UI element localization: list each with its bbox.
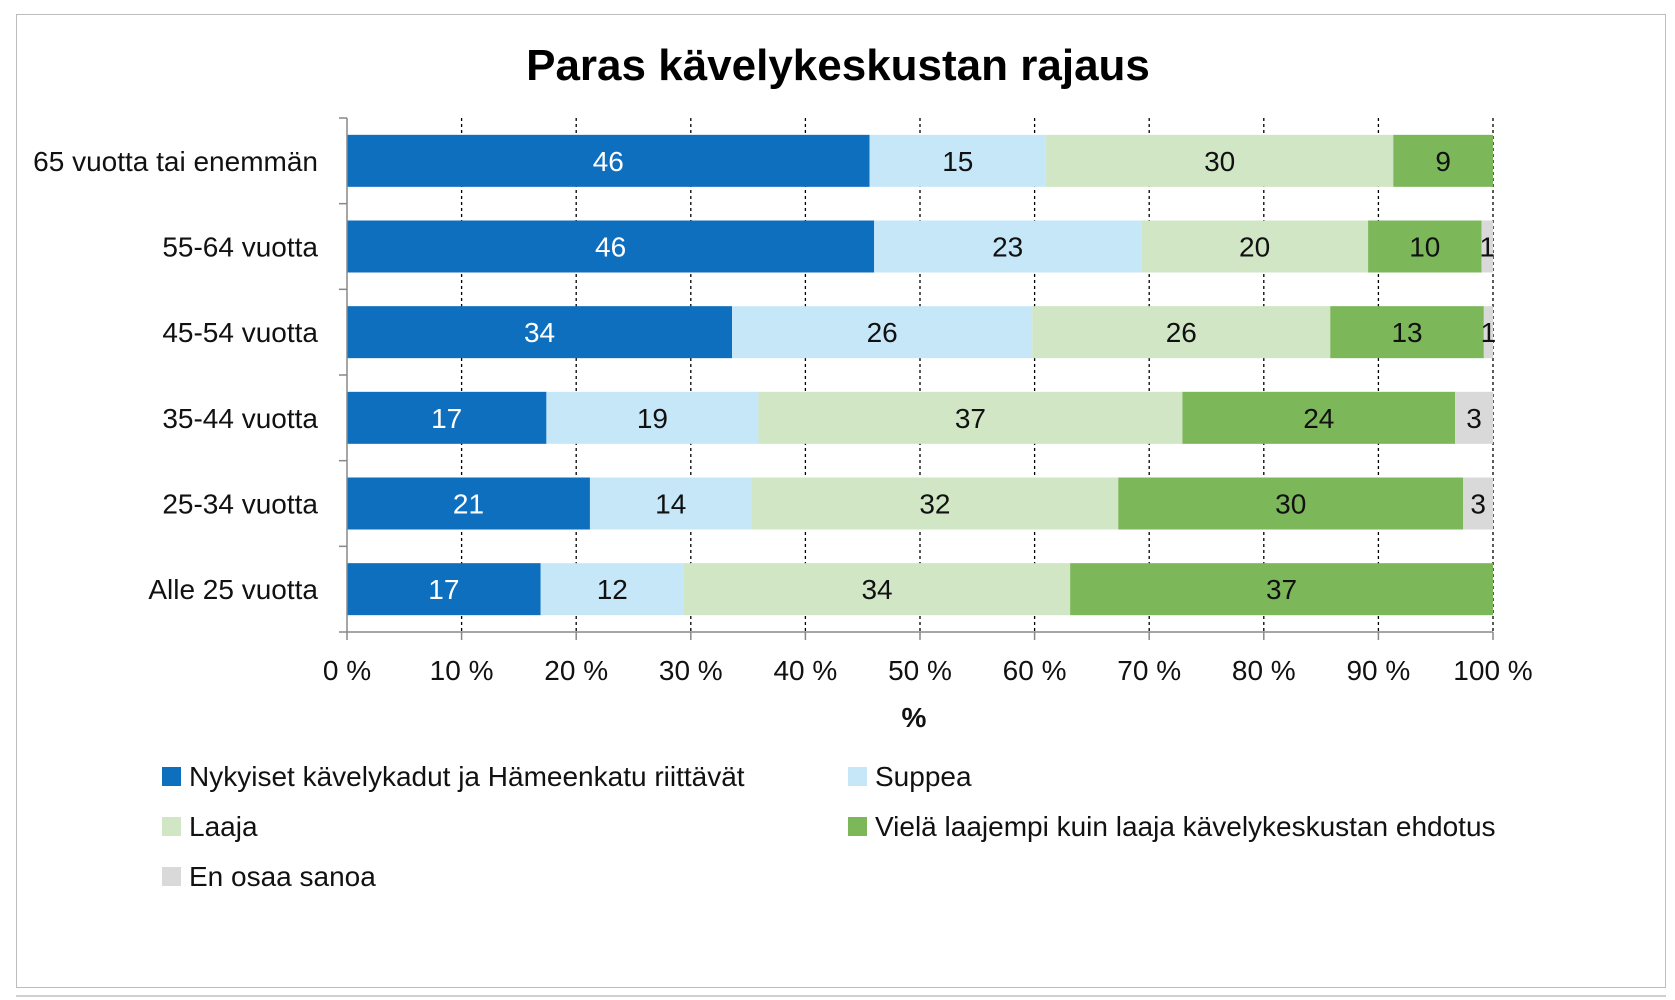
- bar-segment: [683, 563, 1071, 616]
- data-label: 46: [595, 232, 626, 263]
- data-label: 46: [593, 146, 624, 177]
- data-label: 20: [1239, 232, 1270, 263]
- data-label: 1: [1481, 317, 1497, 348]
- legend-swatch: [162, 767, 181, 786]
- data-label: 37: [955, 403, 986, 434]
- category-label: Alle 25 vuotta: [148, 574, 318, 605]
- x-tick-label: 50 %: [888, 655, 952, 686]
- legend-label: Suppea: [875, 761, 972, 792]
- bar-segment: [347, 220, 875, 273]
- bar-segment: [1032, 306, 1331, 359]
- legend-label: Nykyiset kävelykadut ja Hämeenkatu riitt…: [189, 761, 745, 792]
- x-axis-title: %: [902, 702, 927, 733]
- bar-segment: [732, 306, 1033, 359]
- bar-segment: [347, 391, 547, 444]
- bar-segment: [1330, 306, 1484, 359]
- data-label: 1: [1479, 232, 1495, 263]
- data-label: 23: [992, 232, 1023, 263]
- bar-segment: [1483, 306, 1493, 359]
- data-label: 30: [1204, 146, 1235, 177]
- category-label: 45-54 vuotta: [162, 317, 318, 348]
- legend-label: Laaja: [189, 811, 258, 842]
- data-label: 13: [1391, 317, 1422, 348]
- legend-label: Vielä laajempi kuin laaja kävelykeskusta…: [875, 811, 1496, 842]
- data-label: 17: [431, 403, 462, 434]
- x-tick-label: 10 %: [430, 655, 494, 686]
- bar-segment: [1070, 563, 1493, 616]
- bar-segment: [1393, 134, 1493, 187]
- page-divider: [16, 995, 1666, 997]
- x-tick-label: 60 %: [1003, 655, 1067, 686]
- data-label: 26: [1166, 317, 1197, 348]
- data-label: 30: [1275, 489, 1306, 520]
- data-label: 26: [867, 317, 898, 348]
- x-tick-label: 70 %: [1117, 655, 1181, 686]
- bar-segment: [751, 477, 1119, 530]
- bar-segment: [1046, 134, 1394, 187]
- data-label: 19: [637, 403, 668, 434]
- data-label: 10: [1409, 232, 1440, 263]
- data-label: 15: [942, 146, 973, 177]
- data-label: 3: [1466, 403, 1482, 434]
- data-label: 3: [1470, 489, 1486, 520]
- data-label: 12: [597, 574, 628, 605]
- bar-segment: [1182, 391, 1456, 444]
- bar-segment: [347, 477, 590, 530]
- data-label: 14: [655, 489, 686, 520]
- bar-segment: [869, 134, 1047, 187]
- x-tick-label: 100 %: [1453, 655, 1532, 686]
- bar-segment: [1368, 220, 1482, 273]
- bar-segment: [1481, 220, 1493, 273]
- legend-swatch: [162, 867, 181, 886]
- bar-segment: [347, 306, 733, 359]
- bar-segment: [546, 391, 759, 444]
- x-tick-label: 40 %: [773, 655, 837, 686]
- data-label: 37: [1266, 574, 1297, 605]
- category-label: 55-64 vuotta: [162, 232, 318, 263]
- legend-swatch: [848, 767, 867, 786]
- data-label: 17: [428, 574, 459, 605]
- x-tick-label: 20 %: [544, 655, 608, 686]
- chart-title: Paras kävelykeskustan rajaus: [526, 41, 1150, 90]
- bar-segment: [1141, 220, 1369, 273]
- bar-segment: [1463, 477, 1493, 530]
- bar-segment: [1455, 391, 1493, 444]
- bar-segment: [1118, 477, 1464, 530]
- data-label: 24: [1303, 403, 1334, 434]
- gridlines: [460, 118, 1494, 632]
- data-label: 9: [1435, 146, 1451, 177]
- bar-segment: [540, 563, 684, 616]
- bars: 46 15 30 9 46 23 20 10 1 34 26 26 13 1 17 19 37 24 3 21 14 32…: [347, 134, 1497, 616]
- legend-label: En osaa sanoa: [189, 861, 376, 892]
- legend: Nykyiset kävelykadut ja Hämeenkatu riitt…: [162, 761, 1496, 892]
- category-label: 25-34 vuotta: [162, 489, 318, 520]
- data-label: 34: [524, 317, 555, 348]
- bar-segment: [758, 391, 1183, 444]
- bar-segment: [347, 134, 870, 187]
- bar-segment: [347, 563, 541, 616]
- data-label: 32: [919, 489, 950, 520]
- data-label: 21: [453, 489, 484, 520]
- legend-swatch: [162, 817, 181, 836]
- x-tick-label: 30 %: [659, 655, 723, 686]
- bar-segment: [874, 220, 1142, 273]
- x-tick-label: 0 %: [323, 655, 371, 686]
- x-tick-label: 90 %: [1346, 655, 1410, 686]
- axes: 65 vuotta tai enemmän 55-64 vuotta 45-54 v…: [33, 117, 1533, 686]
- data-label: 34: [861, 574, 892, 605]
- category-label: 65 vuotta tai enemmän: [33, 146, 318, 177]
- legend-swatch: [848, 817, 867, 836]
- category-label: 35-44 vuotta: [162, 403, 318, 434]
- x-tick-label: 80 %: [1232, 655, 1296, 686]
- bar-segment: [589, 477, 752, 530]
